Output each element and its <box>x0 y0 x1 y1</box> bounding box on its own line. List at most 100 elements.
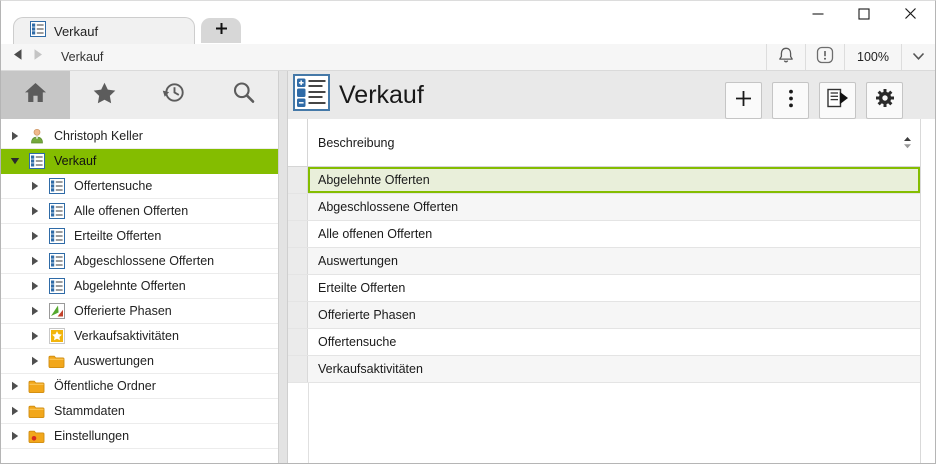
main-toolbar <box>725 82 903 119</box>
tree-item-offertensuche[interactable]: Offertensuche <box>1 174 278 199</box>
table-row-verkaufsaktivit-ten[interactable]: Verkaufsaktivitäten <box>288 356 920 383</box>
report-button[interactable] <box>819 82 856 119</box>
row-gutter[interactable] <box>288 329 308 355</box>
row-label: Erteilte Offerten <box>308 275 920 301</box>
table-row-abgeschlossene-offerten[interactable]: Abgeschlossene Offerten <box>288 194 920 221</box>
row-gutter[interactable] <box>288 248 308 274</box>
list-large-icon <box>291 74 330 116</box>
row-gutter[interactable] <box>288 194 308 220</box>
tree-item-erteilte-offerten[interactable]: Erteilte Offerten <box>1 224 278 249</box>
tree-item--ffentliche-ordner[interactable]: Öffentliche Ordner <box>1 374 278 399</box>
expander-closed-icon[interactable] <box>29 181 41 191</box>
expander-closed-icon[interactable] <box>29 306 41 316</box>
add-button[interactable] <box>725 82 762 119</box>
back-button[interactable] <box>11 48 24 66</box>
splitter-handle[interactable] <box>278 71 288 463</box>
minimize-button[interactable] <box>803 5 833 27</box>
page-title: Verkauf <box>339 80 424 109</box>
expander-open-icon[interactable] <box>9 157 21 165</box>
tree-item-auswertungen[interactable]: Auswertungen <box>1 349 278 374</box>
zoom-level[interactable]: 100% <box>857 50 889 64</box>
tree-item-label: Verkauf <box>54 154 97 168</box>
tree-item-label: Abgelehnte Offerten <box>74 279 186 293</box>
list-icon <box>48 203 65 219</box>
expander-closed-icon[interactable] <box>29 331 41 341</box>
column-header-beschreibung[interactable]: Beschreibung <box>308 119 920 166</box>
tree-item-label: Öffentliche Ordner <box>54 379 156 393</box>
row-gutter[interactable] <box>288 356 308 382</box>
plus-icon <box>215 22 228 40</box>
main-panel: Verkauf Beschreibung Abgelehnte Offerten… <box>288 71 935 463</box>
list-icon <box>48 178 65 194</box>
expander-closed-icon[interactable] <box>9 131 21 141</box>
row-label: Offerierte Phasen <box>308 302 920 328</box>
tree-item-abgelehnte-offerten[interactable]: Abgelehnte Offerten <box>1 274 278 299</box>
tree-item-christoph-keller[interactable]: Christoph Keller <box>1 124 278 149</box>
row-gutter[interactable] <box>288 275 308 301</box>
table-row-alle-offenen-offerten[interactable]: Alle offenen Offerten <box>288 221 920 248</box>
tree-item-verkauf[interactable]: Verkauf <box>1 149 278 174</box>
navigation-tree: Christoph Keller Verkauf Offertensuche Alle… <box>1 119 278 463</box>
search-icon <box>232 81 255 109</box>
tree-item-label: Stammdaten <box>54 404 125 418</box>
expander-closed-icon[interactable] <box>9 381 21 391</box>
column-header-label: Beschreibung <box>318 135 395 150</box>
tree-item-offerierte-phasen[interactable]: Offerierte Phasen <box>1 299 278 324</box>
row-label: Abgeschlossene Offerten <box>308 194 920 220</box>
new-tab-button[interactable] <box>201 18 241 43</box>
zoom-dropdown-button[interactable] <box>902 44 935 70</box>
expander-closed-icon[interactable] <box>29 231 41 241</box>
close-button[interactable] <box>895 5 925 27</box>
row-label: Verkaufsaktivitäten <box>308 356 920 382</box>
row-gutter[interactable] <box>288 167 308 193</box>
tree-item-alle-offenen-offerten[interactable]: Alle offenen Offerten <box>1 199 278 224</box>
expander-closed-icon[interactable] <box>29 256 41 266</box>
home-button[interactable] <box>1 71 71 119</box>
activity-star-icon <box>48 328 65 344</box>
table-row-offertensuche[interactable]: Offertensuche <box>288 329 920 356</box>
tree-item-label: Christoph Keller <box>54 129 143 143</box>
sidebar: Christoph Keller Verkauf Offertensuche Alle… <box>1 71 278 463</box>
more-button[interactable] <box>772 82 809 119</box>
info-button[interactable] <box>806 44 844 70</box>
expander-closed-icon[interactable] <box>9 431 21 441</box>
favorites-button[interactable] <box>70 71 139 119</box>
expander-closed-icon[interactable] <box>29 281 41 291</box>
minimize-icon <box>812 7 824 25</box>
sidebar-toolbar <box>1 71 278 119</box>
tree-item-stammdaten[interactable]: Stammdaten <box>1 399 278 424</box>
table-row-auswertungen[interactable]: Auswertungen <box>288 248 920 275</box>
notifications-button[interactable] <box>767 44 805 70</box>
sort-icon[interactable] <box>903 136 912 149</box>
settings-folder-icon <box>28 428 45 444</box>
search-button[interactable] <box>209 71 278 119</box>
tree-item-verkaufsaktivit-ten[interactable]: Verkaufsaktivitäten <box>1 324 278 349</box>
bell-icon <box>777 46 795 69</box>
history-button[interactable] <box>140 71 209 119</box>
expander-closed-icon[interactable] <box>29 206 41 216</box>
maximize-button[interactable] <box>849 5 879 27</box>
row-gutter[interactable] <box>288 302 308 328</box>
forward-button[interactable] <box>32 48 45 66</box>
settings-button[interactable] <box>866 82 903 119</box>
row-gutter[interactable] <box>288 221 308 247</box>
chevron-down-icon <box>912 48 925 66</box>
tree-item-einstellungen[interactable]: Einstellungen <box>1 424 278 449</box>
list-icon <box>28 153 45 169</box>
gear-icon <box>875 88 895 113</box>
kebab-icon <box>788 89 794 113</box>
tab-verkauf[interactable]: Verkauf <box>13 17 195 44</box>
list-icon <box>30 20 46 42</box>
phases-icon <box>48 303 65 319</box>
tree-item-label: Offerierte Phasen <box>74 304 172 318</box>
tree-item-label: Abgeschlossene Offerten <box>74 254 215 268</box>
row-label: Alle offenen Offerten <box>308 221 920 247</box>
tree-item-abgeschlossene-offerten[interactable]: Abgeschlossene Offerten <box>1 249 278 274</box>
table-row-erteilte-offerten[interactable]: Erteilte Offerten <box>288 275 920 302</box>
expander-closed-icon[interactable] <box>29 356 41 366</box>
table-row-abgelehnte-offerten[interactable]: Abgelehnte Offerten <box>288 167 920 194</box>
tree-item-label: Alle offenen Offerten <box>74 204 189 218</box>
expander-closed-icon[interactable] <box>9 406 21 416</box>
table-row-offerierte-phasen[interactable]: Offerierte Phasen <box>288 302 920 329</box>
